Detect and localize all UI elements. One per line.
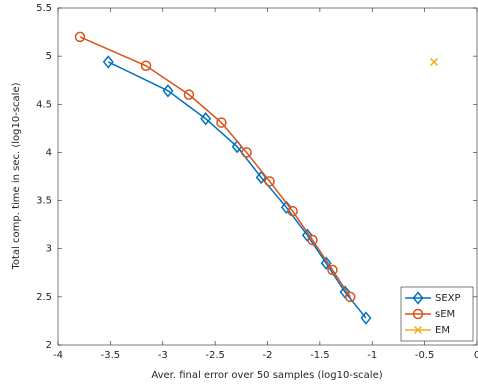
x-tick-label: -3.5 [101,350,121,361]
y-tick-label: 2.5 [36,292,52,303]
x-tick-label: -0.5 [415,350,435,361]
marker [339,285,351,299]
marker [307,234,318,246]
marker [327,264,338,276]
x-tick-label: -4 [53,350,63,361]
legend-label: sEM [435,309,455,320]
x-tick-label: -2.5 [205,350,225,361]
series-line [79,36,351,298]
marker [345,291,356,303]
marker [140,60,152,72]
marker [287,205,298,217]
x-tick-label: 0 [474,350,478,361]
x-tick-label: -3 [158,350,168,361]
legend-marker [412,291,424,305]
y-tick-label: 3 [46,244,52,255]
marker [301,228,313,242]
y-tick-label: 3.5 [36,196,52,207]
y-tick-label: 4.5 [36,99,52,110]
y-tick-label: 4 [46,147,52,158]
x-tick-label: -2 [263,350,273,361]
marker [102,55,114,69]
y-tick-label: 5.5 [36,3,52,14]
y-tick-label: 2 [46,340,52,351]
legend-label: EM [435,325,450,336]
legend-label: SEXP [435,293,461,304]
marker [183,89,195,100]
marker [241,147,252,158]
x-tick-label: -1.5 [310,350,330,361]
marker [430,57,439,66]
legend-marker [413,325,423,335]
marker [360,311,372,325]
marker [162,84,174,98]
marker [74,31,86,43]
marker [264,176,275,187]
marker [320,256,332,270]
legend-marker [412,308,424,320]
x-tick-label: -1 [367,350,377,361]
y-tick-label: 5 [46,51,52,62]
marker [280,200,292,214]
marker [216,117,227,128]
series-line [107,61,367,319]
marker [200,112,212,126]
y-axis-label: Total comp. time in sec. (log10-scale) [11,82,22,270]
x-axis-label: Aver. final error over 50 samples (log10… [151,370,382,381]
